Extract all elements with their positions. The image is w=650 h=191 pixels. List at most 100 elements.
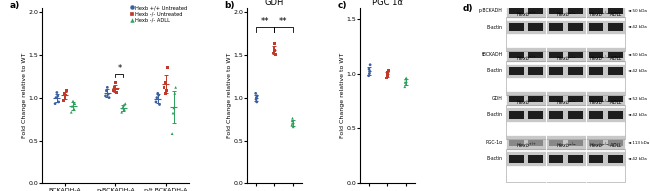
Text: ◄ 50 kDa: ◄ 50 kDa — [628, 9, 647, 13]
Point — [365, 63, 375, 66]
FancyBboxPatch shape — [549, 52, 564, 58]
Point — [382, 71, 393, 74]
Point — [270, 49, 280, 52]
FancyBboxPatch shape — [528, 96, 543, 102]
Point — [60, 96, 70, 99]
Point — [118, 104, 129, 107]
Point — [112, 87, 122, 91]
Point — [111, 91, 122, 94]
FancyBboxPatch shape — [509, 96, 523, 102]
Point — [364, 72, 374, 75]
FancyBboxPatch shape — [588, 155, 603, 163]
Point — [400, 78, 411, 81]
FancyBboxPatch shape — [568, 52, 583, 58]
Title: PGC 1α: PGC 1α — [372, 0, 403, 7]
FancyBboxPatch shape — [568, 96, 583, 102]
Point — [119, 108, 129, 111]
FancyBboxPatch shape — [608, 52, 623, 58]
FancyBboxPatch shape — [546, 135, 586, 150]
FancyBboxPatch shape — [509, 140, 523, 146]
Point — [62, 89, 72, 92]
Text: ◄ 42 kDa: ◄ 42 kDa — [628, 157, 647, 161]
Point — [252, 94, 263, 97]
Text: $Hexb^{+/+}$: $Hexb^{+/+}$ — [515, 97, 537, 107]
Y-axis label: Fold Change relative to WT: Fold Change relative to WT — [22, 53, 27, 138]
FancyBboxPatch shape — [506, 47, 546, 62]
Point — [401, 76, 411, 79]
FancyBboxPatch shape — [528, 155, 543, 163]
Point — [50, 102, 60, 105]
Text: a): a) — [10, 1, 20, 10]
FancyBboxPatch shape — [568, 155, 583, 163]
Point — [363, 74, 374, 77]
Point — [66, 111, 77, 114]
Point — [109, 86, 120, 89]
Point — [252, 100, 262, 104]
Text: $Hexb^{+/+}$: $Hexb^{+/+}$ — [515, 141, 537, 151]
FancyBboxPatch shape — [528, 52, 543, 58]
FancyBboxPatch shape — [608, 140, 623, 146]
FancyBboxPatch shape — [509, 23, 523, 32]
Text: *: * — [117, 64, 122, 73]
Text: $Hexb^{-/-}$ADLL: $Hexb^{-/-}$ADLL — [589, 97, 623, 107]
FancyBboxPatch shape — [586, 47, 625, 62]
FancyBboxPatch shape — [506, 108, 546, 122]
FancyBboxPatch shape — [549, 23, 564, 32]
FancyBboxPatch shape — [568, 140, 583, 146]
Point — [118, 106, 128, 109]
Point — [109, 89, 119, 92]
FancyBboxPatch shape — [509, 67, 523, 75]
FancyBboxPatch shape — [506, 151, 546, 166]
Point — [400, 85, 410, 88]
Point — [67, 105, 77, 108]
FancyBboxPatch shape — [546, 20, 586, 34]
Point — [70, 102, 80, 105]
Point — [162, 66, 173, 69]
Point — [365, 70, 375, 73]
Point — [269, 46, 280, 49]
Point — [170, 92, 180, 95]
Point — [153, 92, 163, 95]
FancyBboxPatch shape — [586, 135, 625, 150]
FancyBboxPatch shape — [509, 155, 523, 163]
FancyBboxPatch shape — [546, 64, 586, 78]
FancyBboxPatch shape — [588, 67, 603, 75]
Point — [170, 86, 181, 89]
Title: GDH: GDH — [265, 0, 284, 7]
Point — [120, 102, 131, 105]
FancyBboxPatch shape — [546, 108, 586, 122]
Text: PGC-1α: PGC-1α — [486, 140, 503, 145]
FancyBboxPatch shape — [586, 20, 625, 34]
Point — [161, 89, 172, 92]
FancyBboxPatch shape — [509, 52, 523, 58]
Text: B-actin: B-actin — [487, 112, 503, 117]
Text: $Hexb^{+/+}$: $Hexb^{+/+}$ — [515, 53, 537, 63]
Text: p-BCKADH: p-BCKADH — [479, 8, 503, 13]
FancyBboxPatch shape — [588, 8, 603, 15]
Point — [268, 52, 279, 55]
Point — [153, 94, 164, 97]
Point — [400, 81, 410, 84]
FancyBboxPatch shape — [608, 155, 623, 163]
FancyBboxPatch shape — [528, 67, 543, 75]
FancyBboxPatch shape — [586, 64, 625, 78]
FancyBboxPatch shape — [586, 3, 625, 18]
Point — [101, 89, 112, 92]
Point — [151, 100, 161, 104]
Text: $Hexb^{-/-}$: $Hexb^{-/-}$ — [556, 141, 577, 151]
Point — [169, 106, 179, 109]
Text: $Hexb^{-/-}$: $Hexb^{-/-}$ — [556, 53, 577, 63]
Point — [250, 92, 261, 95]
Point — [159, 86, 169, 89]
Text: ◄ 42 kDa: ◄ 42 kDa — [628, 69, 647, 73]
Point — [382, 76, 392, 79]
FancyBboxPatch shape — [546, 151, 586, 166]
FancyBboxPatch shape — [528, 140, 543, 146]
FancyBboxPatch shape — [546, 47, 586, 62]
Point — [287, 117, 298, 120]
Y-axis label: Fold Change relative to WT: Fold Change relative to WT — [340, 53, 345, 138]
FancyBboxPatch shape — [506, 91, 546, 106]
Text: **: ** — [280, 18, 288, 27]
Point — [167, 132, 177, 135]
Text: c): c) — [337, 1, 347, 10]
